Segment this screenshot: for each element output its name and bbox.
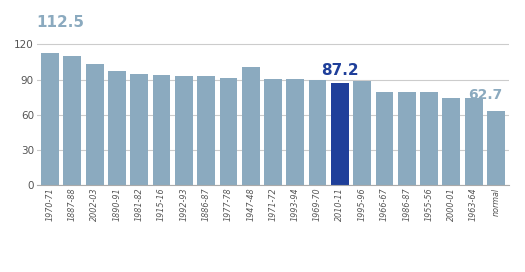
Bar [108, 71, 126, 185]
Text: 62.7: 62.7 [468, 88, 502, 102]
Bar [353, 81, 371, 185]
Bar [64, 56, 81, 185]
Bar [197, 76, 215, 185]
Bar [242, 67, 260, 185]
Bar [175, 76, 193, 185]
Bar [153, 75, 171, 185]
Bar [443, 98, 460, 185]
Text: 87.2: 87.2 [321, 63, 359, 78]
Text: 112.5: 112.5 [37, 15, 85, 30]
Bar [398, 92, 416, 185]
Bar [487, 112, 505, 185]
Bar [41, 53, 59, 185]
Bar [331, 83, 349, 185]
Bar [465, 98, 482, 185]
Bar [130, 74, 148, 185]
Bar [264, 79, 282, 185]
Bar [420, 92, 438, 185]
Bar [375, 92, 393, 185]
Bar [86, 64, 103, 185]
Bar [219, 78, 237, 185]
Bar [309, 80, 327, 185]
Bar [286, 79, 304, 185]
